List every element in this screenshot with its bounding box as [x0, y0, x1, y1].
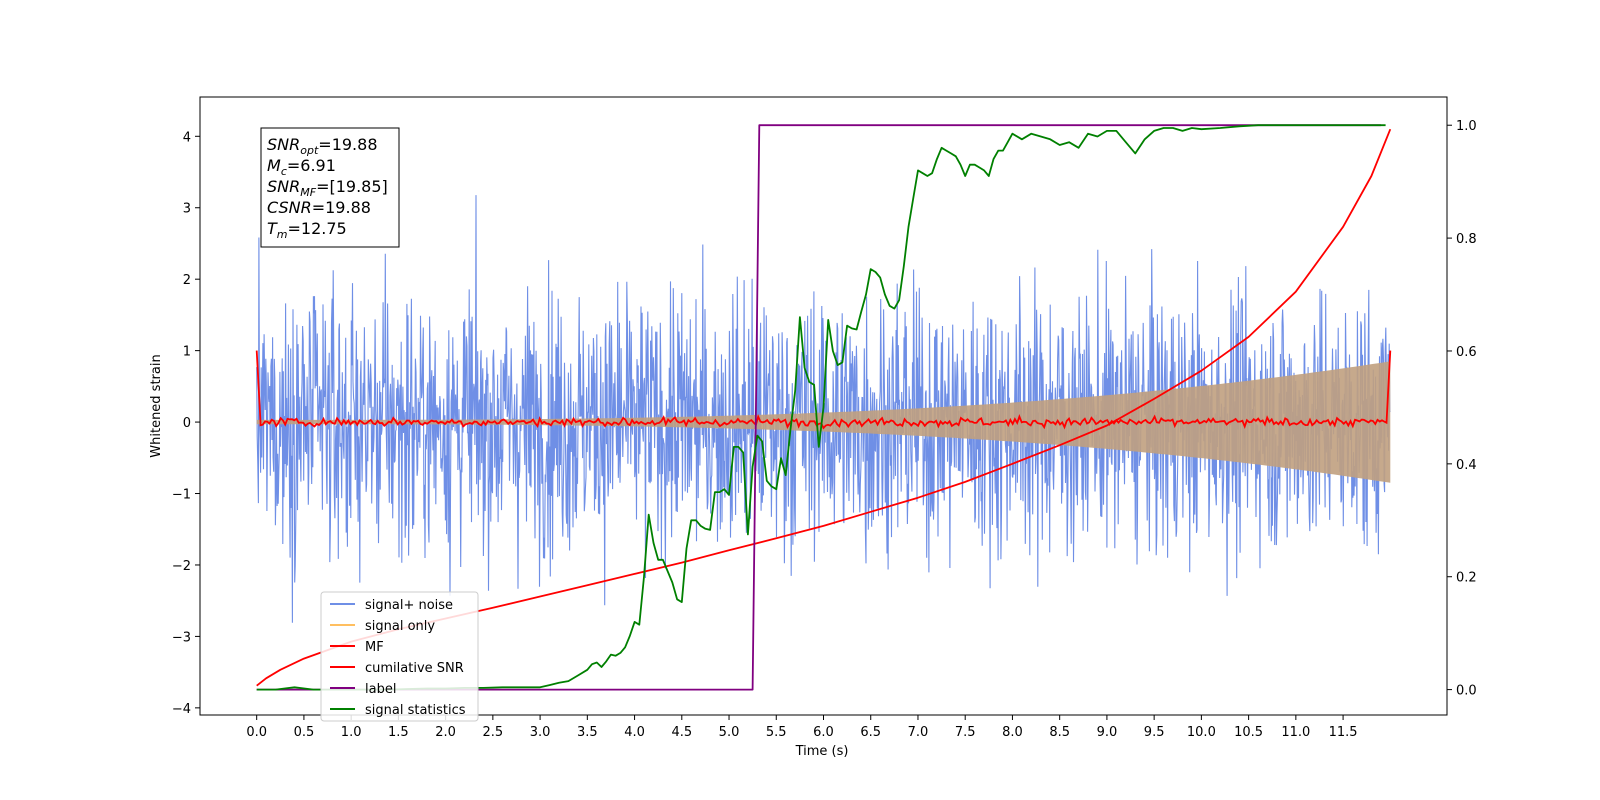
- x-tick-label: 3.0: [530, 725, 551, 740]
- legend-label: signal only: [365, 619, 435, 634]
- x-tick-label: 0.5: [294, 725, 315, 740]
- x-axis: 0.0 0.5 1.0 1.5 2.0 2.5 3.0 3.5 4.0 4.5 5.0 5.5 6.0 6…: [246, 715, 1358, 740]
- x-tick-label: 7.5: [955, 725, 976, 740]
- x-tick-label: 6.5: [860, 725, 881, 740]
- series-signal-only: [256, 361, 1391, 483]
- legend: signal+ noise signal only MF cumilative SNR…: [320, 591, 479, 722]
- x-axis-title: Time (s): [795, 744, 849, 759]
- y-left-tick-label: −1: [172, 488, 191, 503]
- legend-label: cumilative SNR: [365, 661, 464, 676]
- y-axis-title: Whitened strain: [149, 354, 164, 457]
- x-tick-label: 4.0: [624, 725, 645, 740]
- legend-label: signal+ noise: [365, 598, 453, 613]
- legend-label: MF: [365, 640, 384, 655]
- annotation-line: Tm=12.75: [267, 219, 347, 241]
- y-left-tick-label: −2: [172, 559, 191, 574]
- x-tick-label: 4.5: [671, 725, 692, 740]
- x-tick-label: 0.0: [246, 725, 267, 740]
- x-tick-label: 5.5: [766, 725, 787, 740]
- x-tick-label: 11.5: [1329, 725, 1358, 740]
- y-left-tick-label: 2: [183, 273, 191, 288]
- x-tick-label: 6.0: [813, 725, 834, 740]
- series-mf: [255, 350, 1392, 430]
- x-tick-label: 1.5: [388, 725, 409, 740]
- y-left-tick-label: 1: [183, 345, 191, 360]
- annotation-line: CSNR=19.88: [267, 198, 371, 217]
- y-left-tick-label: 0: [183, 416, 191, 431]
- y-right-tick-label: 0.2: [1456, 571, 1477, 586]
- legend-frame: [320, 591, 479, 722]
- series-signal-noise: [256, 195, 1391, 623]
- annotation-line: SNRopt=19.88: [267, 135, 378, 157]
- y-left-tick-label: −4: [172, 702, 191, 717]
- y-left-tick-label: 4: [183, 130, 191, 145]
- y-left-tick-label: −3: [172, 630, 191, 645]
- series-signal-statistics: [256, 124, 1386, 691]
- x-tick-label: 9.0: [1097, 725, 1118, 740]
- legend-label: signal statistics: [365, 703, 466, 718]
- annotation-line: SNRMF=[19.85]: [267, 177, 388, 199]
- x-tick-label: 1.0: [341, 725, 362, 740]
- x-tick-label: 2.0: [435, 725, 456, 740]
- y-right-tick-label: 0.0: [1456, 684, 1477, 699]
- y-left-tick-label: 3: [183, 202, 191, 217]
- x-tick-label: 3.5: [577, 725, 598, 740]
- legend-label: label: [365, 682, 396, 697]
- annotation-box: SNRopt=19.88Mc=6.91SNRMF=[19.85]CSNR=19.…: [260, 127, 400, 248]
- x-tick-label: 8.5: [1049, 725, 1070, 740]
- x-tick-label: 8.0: [1002, 725, 1023, 740]
- series-label: [256, 124, 1381, 691]
- y-axis-right: 0.0 0.2 0.4 0.6 0.8 1.0: [1447, 119, 1477, 699]
- y-right-tick-label: 1.0: [1456, 119, 1477, 134]
- annotation-line: Mc=6.91: [267, 156, 336, 178]
- y-right-tick-label: 0.6: [1456, 345, 1477, 360]
- x-tick-label: 10.0: [1187, 725, 1216, 740]
- x-tick-label: 10.5: [1234, 725, 1263, 740]
- y-axis-left: −4 −3 −2 −1 0 1 2 3 4: [172, 130, 200, 717]
- annotation-frame: [260, 127, 400, 248]
- y-right-tick-label: 0.8: [1456, 232, 1477, 247]
- x-tick-label: 5.0: [719, 725, 740, 740]
- x-tick-label: 7.0: [908, 725, 929, 740]
- x-tick-label: 2.5: [483, 725, 504, 740]
- x-tick-label: 9.5: [1144, 725, 1165, 740]
- y-right-tick-label: 0.4: [1456, 458, 1477, 473]
- x-tick-label: 11.0: [1281, 725, 1310, 740]
